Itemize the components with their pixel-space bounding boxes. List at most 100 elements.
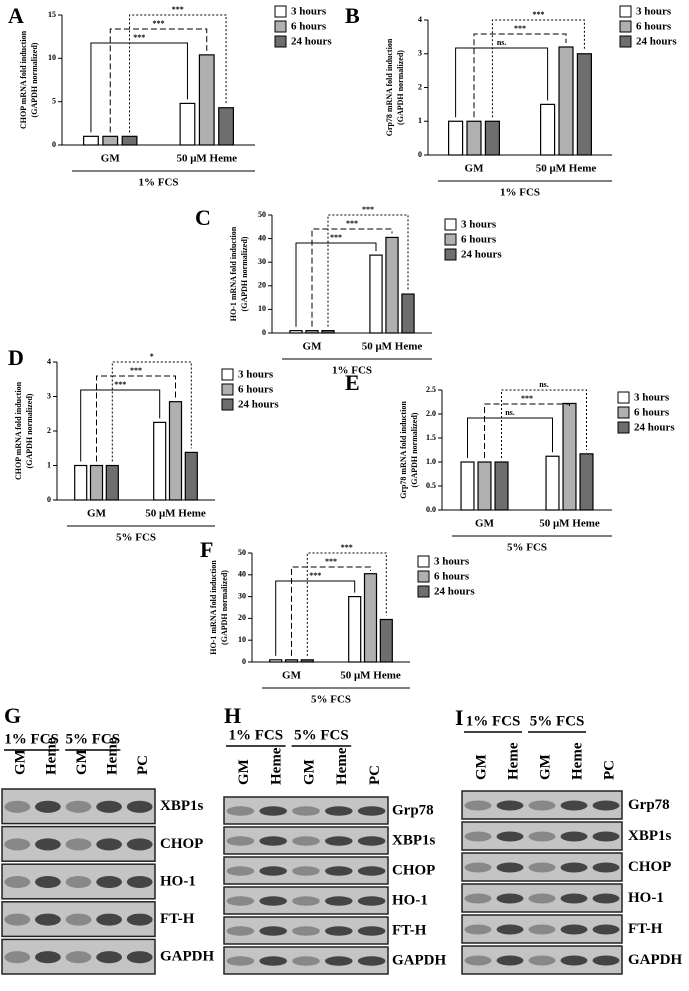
blot-band [4,875,31,889]
bar [218,107,234,146]
legend-swatch [274,35,287,48]
significance-label: *** [532,10,544,19]
blot-band [259,926,287,936]
bar [466,120,482,156]
blot-band [325,836,353,846]
x-group-label: 1% FCS [138,177,178,189]
y-tick-label: 30 [258,257,266,266]
significance-bracket [306,552,387,656]
lane-label: GM [13,749,29,775]
y-tick-label: 0 [242,657,246,666]
bar [558,46,574,156]
y-tick-label: 20 [258,281,266,290]
y-tick-label: 10 [48,53,56,62]
legend-swatch [619,35,632,48]
y-axis-label: HO-1 mRNA fold induction [209,560,218,655]
y-tick-label: 2 [418,82,422,91]
blot-band [96,875,122,889]
bar [369,254,383,334]
significance-bracket [129,14,227,133]
blot-band [226,956,255,966]
y-axis-label: (GAPDH normalized) [240,236,249,311]
bar [477,461,492,511]
legend-swatch [444,248,457,261]
blot-band [592,924,620,935]
significance-label: *** [114,380,126,389]
group-label: 5% FCS [530,713,585,729]
bar [83,135,99,146]
blot-band [528,831,556,842]
y-tick-label: 40 [238,570,246,579]
blot-band [4,913,31,926]
lane-label: GM [473,754,489,780]
panel-label: I [455,705,464,730]
y-tick-label: 50 [238,548,246,557]
legend-swatch [617,406,630,419]
panel-label: E [345,370,360,395]
row-label: Grp78 [628,797,670,813]
blot-band [35,913,61,926]
blot-band [325,866,353,876]
blot-band [560,955,588,966]
blot-band [65,951,92,964]
blot-band [357,926,386,936]
y-axis-label: (GAPDH normalized) [30,42,39,117]
row-label: CHOP [628,859,671,875]
legend-label: 24 hours [636,36,677,48]
y-axis-label: (GAPDH normalized) [220,570,229,645]
lane-label: PC [601,760,617,780]
blot-band [528,800,556,811]
panel-label: C [195,205,211,230]
blot-band [126,838,153,851]
blot-band [226,836,255,846]
y-axis-label: (GAPDH normalized) [25,393,34,468]
blot-band [464,924,492,935]
group-label: 1% FCS [4,731,59,747]
group-label: 5% FCS [294,727,349,743]
lane-label: GM [74,749,90,775]
blot-band [496,893,524,904]
blot-band [292,806,320,816]
legend-swatch [221,398,234,411]
y-axis-label: (GAPDH normalized) [410,412,419,487]
blot-band [126,800,153,813]
blot-band [292,896,320,906]
blot-band [126,875,153,889]
blot-band [528,893,556,904]
blot-band [496,924,524,935]
row-label: XBP1s [628,828,672,844]
blot-band [325,956,353,966]
row-label: GAPDH [628,952,682,968]
significance-bracket [111,361,192,462]
significance-bracket [90,42,188,133]
row-label: CHOP [392,862,435,878]
blot-band [464,800,492,811]
row-label: GAPDH [392,952,446,968]
blot-band [496,800,524,811]
x-tick-label: 50 μM Heme [362,341,423,353]
bar [579,453,594,511]
bar [121,135,138,146]
x-tick-label: 50 μM Heme [536,163,597,175]
row-label: HO-1 [392,892,428,908]
row-label: XBP1s [392,832,436,848]
bar [74,464,88,501]
blot-band [259,866,287,876]
lane-label: Heme [105,737,121,775]
bar [576,53,592,156]
significance-bracket [501,389,587,458]
blot-band [592,831,620,842]
lane-label: GM [236,759,252,785]
blot-band [357,836,386,846]
blot-band [464,831,492,842]
legend-swatch [619,20,632,33]
legend-label: 6 hours [634,407,670,419]
x-tick-label: GM [282,670,302,682]
bar [460,461,475,511]
row-label: FT-H [160,911,195,927]
legend-swatch [221,368,234,381]
x-tick-label: GM [87,508,107,520]
y-tick-label: 2.0 [426,409,436,418]
y-axis-label: (GAPDH normalized) [396,50,405,125]
x-group-label: 5% FCS [507,542,547,554]
